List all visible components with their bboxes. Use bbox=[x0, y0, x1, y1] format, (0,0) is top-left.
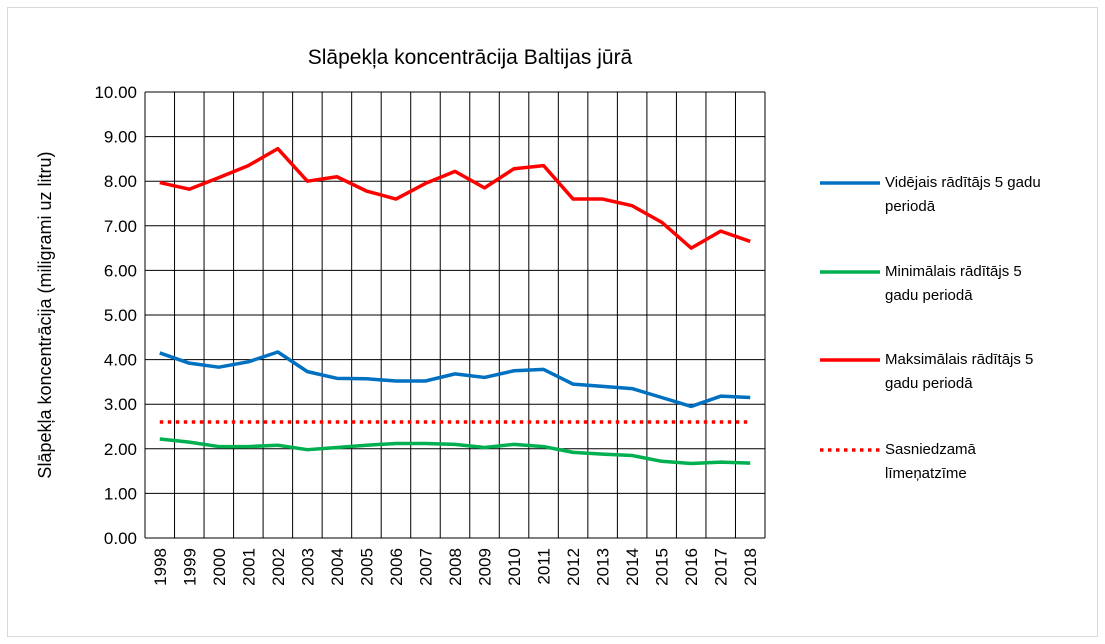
chart-title: Slāpekļa koncentrācija Baltijas jūrā bbox=[308, 46, 633, 69]
x-tick-label: 2009 bbox=[476, 548, 495, 586]
x-tick-label: 2000 bbox=[210, 548, 229, 586]
y-tick-label: 1.00 bbox=[104, 484, 137, 503]
legend-label: Minimālais rādītājs 5 gadu periodā bbox=[885, 263, 1022, 304]
x-tick-label: 2015 bbox=[653, 548, 672, 586]
x-tick-label: 2005 bbox=[357, 548, 376, 586]
x-tick-label: 2003 bbox=[298, 548, 317, 586]
y-tick-label: 6.00 bbox=[104, 261, 137, 280]
y-axis-label: Slāpekļa koncentrācija (miligrami uz lit… bbox=[35, 151, 55, 478]
y-tick-label: 8.00 bbox=[104, 172, 137, 191]
x-tick-label: 2004 bbox=[328, 548, 347, 586]
y-tick-label: 10.00 bbox=[94, 83, 137, 102]
y-tick-label: 9.00 bbox=[104, 128, 137, 147]
y-tick-label: 0.00 bbox=[104, 529, 137, 548]
legend-label: Sasniedzamā līmeņatzīme bbox=[885, 441, 976, 482]
x-tick-label: 2001 bbox=[239, 548, 258, 586]
x-tick-label: 2006 bbox=[387, 548, 406, 586]
x-tick-label: 2018 bbox=[741, 548, 760, 586]
x-tick-label: 2014 bbox=[623, 548, 642, 586]
y-tick-label: 4.00 bbox=[104, 351, 137, 370]
series-line bbox=[159, 350, 751, 409]
legend-label: Maksimālais rādītājs 5 gadu periodā bbox=[885, 351, 1034, 392]
x-tick-label: 2016 bbox=[682, 548, 701, 586]
chart-border bbox=[7, 7, 1098, 637]
y-tick-label: 2.00 bbox=[104, 440, 137, 459]
x-tick-label: 2012 bbox=[564, 548, 583, 586]
x-tick-label: 2007 bbox=[416, 548, 435, 586]
x-tick-label: 2002 bbox=[269, 548, 288, 586]
y-tick-label: 7.00 bbox=[104, 217, 137, 236]
series-line bbox=[159, 146, 751, 250]
y-tick-label: 5.00 bbox=[104, 306, 137, 325]
y-tick-label: 3.00 bbox=[104, 395, 137, 414]
x-tick-label: 2013 bbox=[594, 548, 613, 586]
legend-label: Vidējais rādītājs 5 gadu periodā bbox=[885, 174, 1041, 215]
x-tick-label: 1999 bbox=[180, 548, 199, 586]
x-tick-label: 2017 bbox=[712, 548, 731, 586]
x-tick-label: 1998 bbox=[151, 548, 170, 586]
x-tick-label: 2010 bbox=[505, 548, 524, 586]
x-tick-label: 2008 bbox=[446, 548, 465, 586]
series-line bbox=[159, 437, 751, 466]
x-tick-label: 2011 bbox=[535, 548, 554, 585]
